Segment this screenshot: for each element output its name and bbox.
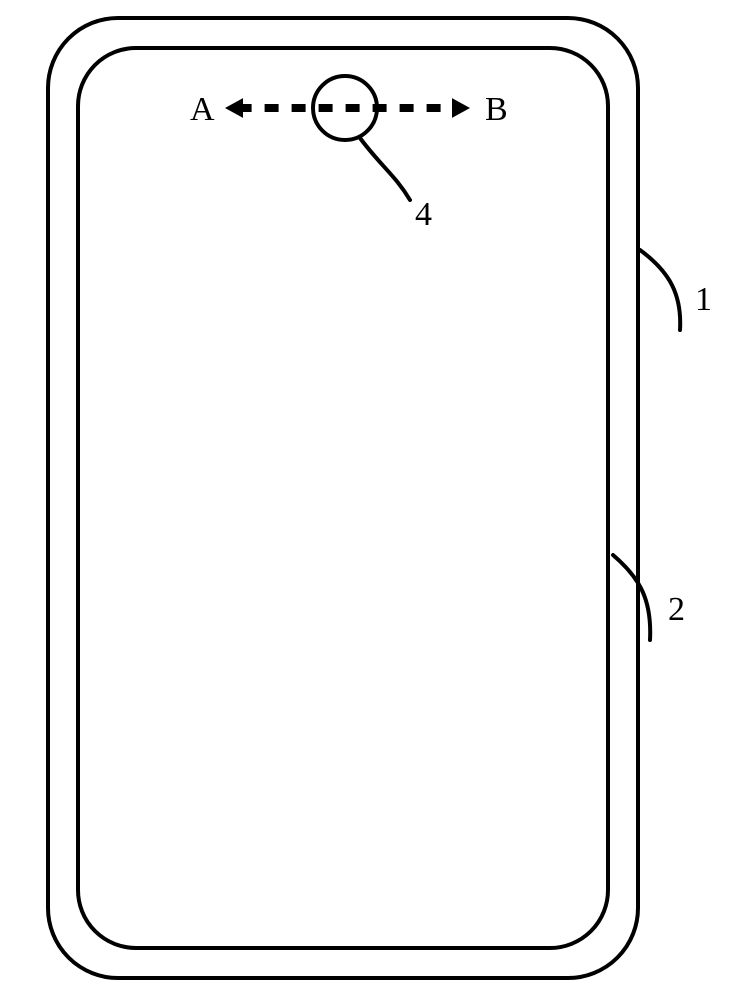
label-a: A [190, 91, 215, 128]
outer-frame [48, 18, 638, 978]
label-b: B [485, 91, 508, 128]
label-to2: 2 [668, 591, 685, 628]
leader-to1 [640, 250, 680, 330]
patent-diagram: A B 4 1 2 [0, 0, 749, 1000]
label-to4: 4 [415, 196, 432, 233]
leader-to2 [613, 555, 650, 640]
label-to1: 1 [695, 281, 712, 318]
leader-to4 [360, 138, 410, 200]
inner-frame [78, 48, 608, 948]
